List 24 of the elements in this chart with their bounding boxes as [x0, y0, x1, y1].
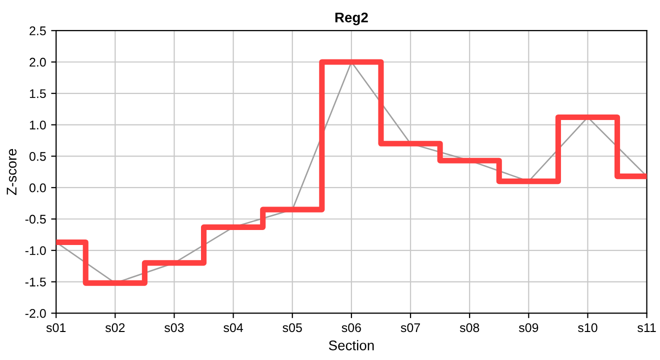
y-tick-label: 0.5: [29, 152, 46, 161]
y-tick-label: -2.0: [25, 309, 46, 318]
y-tick-label: 0.0: [29, 183, 46, 192]
x-tick-label: s01: [46, 323, 66, 332]
y-tick-label: -0.5: [25, 214, 46, 224]
x-axis-title: Section: [328, 340, 374, 350]
x-tick-label: s08: [460, 323, 480, 332]
x-tick-label: s07: [400, 323, 420, 332]
x-tick-label: s09: [518, 323, 538, 332]
x-tick-label: s04: [224, 323, 244, 332]
y-tick-label: -1.0: [25, 246, 46, 256]
x-tick-label: s02: [105, 323, 125, 332]
chart-title: Reg2: [335, 12, 368, 26]
y-tick-label: -1.5: [25, 278, 46, 286]
y-tick-label: 2.5: [30, 26, 46, 36]
x-tick-label: s03: [164, 323, 184, 332]
x-tick-label: s11: [638, 323, 656, 332]
y-axis-title: Z-score: [6, 148, 17, 195]
y-tick-label: 1.5: [30, 89, 46, 98]
x-tick-label: s05: [282, 323, 302, 332]
y-tick-label: 2.0: [30, 58, 46, 67]
x-tick-label: s06: [342, 323, 361, 332]
x-tick-label: s10: [578, 323, 598, 332]
y-tick-label: 1.0: [30, 120, 46, 130]
